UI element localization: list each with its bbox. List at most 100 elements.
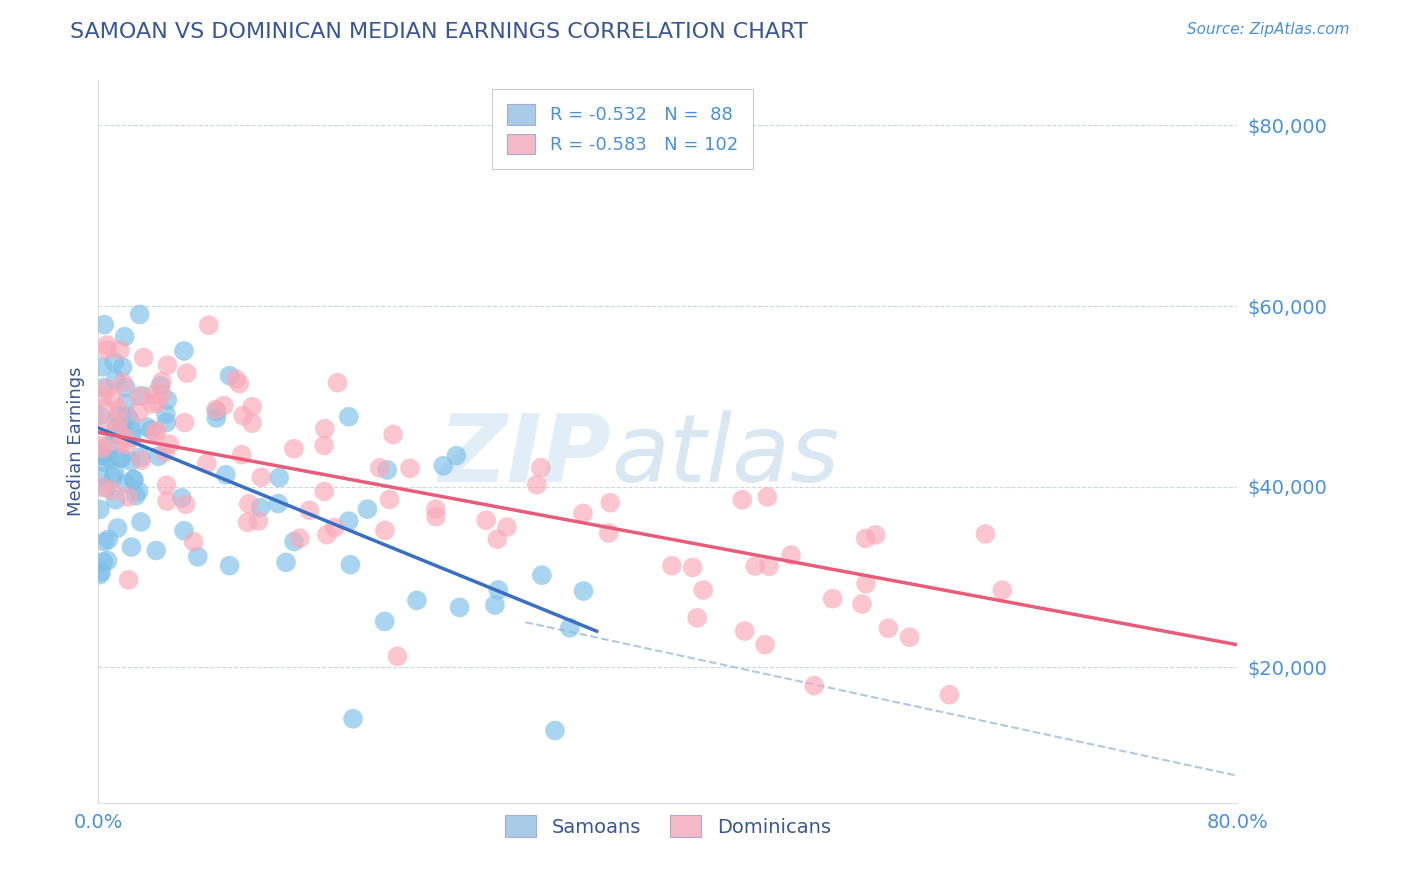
Point — [337, 514, 360, 528]
Point — [104, 373, 127, 387]
Point — [156, 494, 179, 508]
Point — [139, 423, 162, 437]
Point — [131, 453, 153, 467]
Point — [218, 368, 240, 383]
Point — [142, 387, 165, 401]
Point — [159, 437, 181, 451]
Point — [855, 532, 877, 546]
Point — [91, 390, 114, 404]
Point — [155, 416, 177, 430]
Point — [111, 419, 134, 434]
Point — [572, 507, 595, 521]
Point — [938, 688, 960, 702]
Point — [855, 576, 877, 591]
Point — [240, 400, 263, 414]
Point — [107, 409, 129, 424]
Point — [599, 496, 621, 510]
Point — [598, 526, 620, 541]
Point — [107, 402, 129, 417]
Point — [339, 558, 361, 572]
Point — [323, 520, 346, 534]
Point — [183, 534, 205, 549]
Point — [108, 450, 131, 465]
Point — [250, 470, 273, 484]
Point — [100, 452, 122, 467]
Text: SAMOAN VS DOMINICAN MEDIAN EARNINGS CORRELATION CHART: SAMOAN VS DOMINICAN MEDIAN EARNINGS CORR… — [70, 22, 808, 42]
Point — [225, 372, 247, 386]
Point — [107, 422, 129, 436]
Point — [173, 524, 195, 538]
Point — [425, 509, 447, 524]
Point — [247, 514, 270, 528]
Point — [155, 407, 177, 421]
Point — [374, 615, 396, 629]
Point — [382, 427, 405, 442]
Point — [110, 436, 132, 450]
Point — [107, 413, 129, 427]
Point — [128, 405, 150, 419]
Point — [231, 448, 253, 462]
Point — [187, 549, 209, 564]
Point — [530, 568, 553, 582]
Point — [91, 449, 114, 463]
Point — [156, 392, 179, 407]
Point — [111, 360, 134, 375]
Point — [125, 489, 148, 503]
Point — [117, 409, 139, 424]
Point — [135, 420, 157, 434]
Point — [90, 448, 112, 462]
Point — [314, 484, 336, 499]
Point — [132, 351, 155, 365]
Point — [122, 473, 145, 487]
Point — [156, 358, 179, 372]
Point — [314, 422, 336, 436]
Point — [173, 416, 195, 430]
Point — [131, 389, 153, 403]
Point — [173, 343, 195, 358]
Point — [149, 378, 172, 392]
Point — [238, 497, 260, 511]
Point — [121, 430, 143, 444]
Point — [89, 567, 111, 582]
Point — [145, 543, 167, 558]
Point — [898, 630, 921, 644]
Point — [682, 560, 704, 574]
Point — [96, 338, 118, 352]
Point — [803, 679, 825, 693]
Point — [153, 445, 176, 459]
Point — [406, 593, 429, 607]
Point — [112, 376, 135, 390]
Point — [146, 396, 169, 410]
Point — [122, 472, 145, 486]
Point — [232, 409, 254, 423]
Point — [90, 565, 112, 579]
Point — [758, 559, 780, 574]
Point — [89, 502, 111, 516]
Point — [283, 442, 305, 456]
Point — [432, 458, 454, 473]
Point — [558, 621, 581, 635]
Legend: Samoans, Dominicans: Samoans, Dominicans — [491, 801, 845, 851]
Point — [865, 528, 887, 542]
Point — [205, 411, 228, 425]
Point — [530, 460, 553, 475]
Point — [288, 531, 311, 545]
Point — [274, 555, 297, 569]
Point — [283, 534, 305, 549]
Point — [97, 439, 120, 453]
Point — [128, 389, 150, 403]
Point — [754, 638, 776, 652]
Point — [425, 502, 447, 516]
Point — [486, 582, 509, 597]
Point — [374, 524, 396, 538]
Point — [91, 481, 114, 495]
Point — [484, 598, 506, 612]
Point — [114, 397, 136, 411]
Point — [91, 359, 114, 374]
Point — [974, 527, 997, 541]
Point — [205, 404, 228, 418]
Point — [120, 540, 142, 554]
Point — [236, 516, 259, 530]
Point — [150, 387, 173, 401]
Point — [337, 409, 360, 424]
